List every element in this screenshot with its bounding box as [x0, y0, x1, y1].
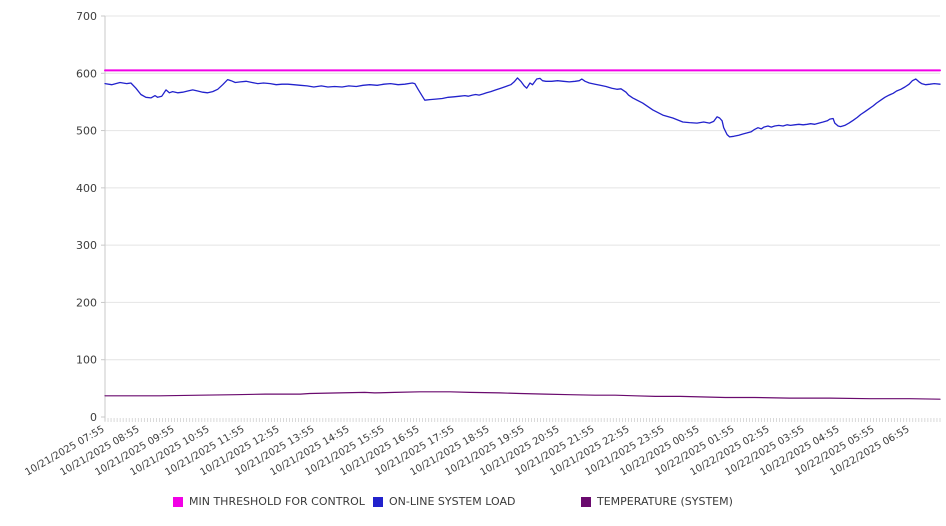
y-axis-tick-label: 500 [76, 125, 97, 138]
legend-label-min-threshold: MIN THRESHOLD FOR CONTROL [189, 495, 365, 508]
legend-item-temperature-system[interactable]: TEMPERATURE (SYSTEM) [581, 495, 733, 508]
legend-label-online-system-load: ON-LINE SYSTEM LOAD [389, 495, 516, 508]
legend-item-min-threshold[interactable]: MIN THRESHOLD FOR CONTROL [173, 495, 365, 508]
y-axis-tick-label: 100 [76, 354, 97, 367]
y-axis-tick-label: 300 [76, 239, 97, 252]
y-axis-tick-label: 600 [76, 67, 97, 80]
legend: MIN THRESHOLD FOR CONTROL ON-LINE SYSTEM… [0, 495, 946, 515]
y-axis-tick-label: 700 [76, 10, 97, 23]
series-temperature-system [104, 391, 941, 400]
legend-swatch-min-threshold-icon [173, 496, 183, 507]
legend-label-temperature-system: TEMPERATURE (SYSTEM) [597, 495, 733, 508]
legend-item-online-system-load[interactable]: ON-LINE SYSTEM LOAD [373, 495, 515, 508]
series-online-system-load [104, 77, 941, 138]
y-axis-tick-label: 400 [76, 182, 97, 195]
y-axis-tick-label: 200 [76, 296, 97, 309]
y-axis-tick-label: 0 [90, 411, 97, 424]
legend-swatch-temperature-system-icon [581, 496, 591, 507]
legend-swatch-online-system-load-icon [373, 496, 383, 507]
